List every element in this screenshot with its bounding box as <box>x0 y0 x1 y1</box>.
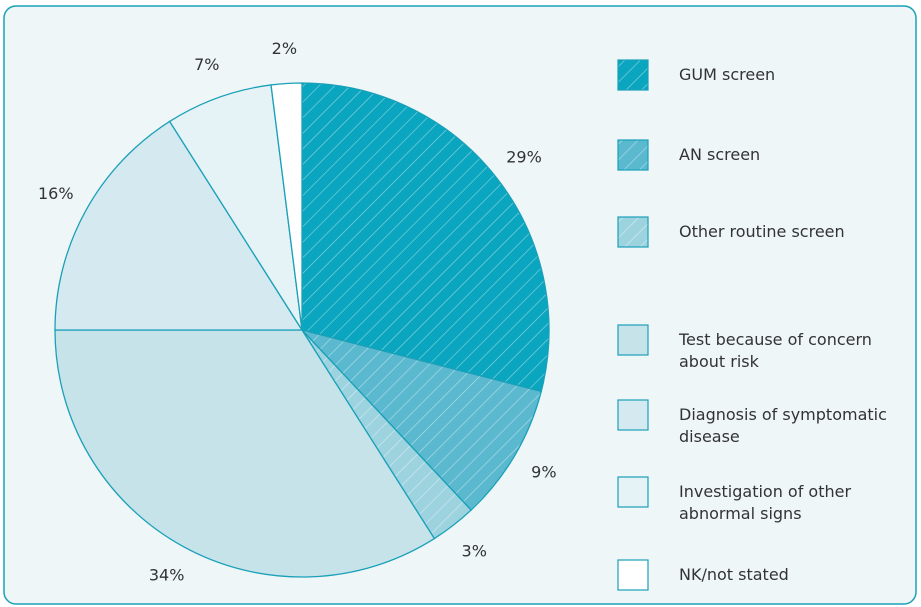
legend-label: Diagnosis of symptomatic disease <box>679 405 887 446</box>
data-label: 7% <box>194 55 219 74</box>
legend-label: AN screen <box>679 145 761 164</box>
data-label: 16% <box>38 184 74 203</box>
legend-swatch <box>617 139 649 171</box>
pie-slice <box>301 82 550 393</box>
legend-label: GUM screen <box>679 65 776 84</box>
data-label: 3% <box>462 542 487 561</box>
pie-slice <box>299 328 543 511</box>
data-label: 2% <box>272 39 297 58</box>
legend-label: Other routine screen <box>679 222 845 241</box>
pie-slice <box>54 120 304 331</box>
legend-swatch <box>617 476 649 508</box>
legend-swatch <box>617 59 649 91</box>
data-label: 9% <box>531 463 556 482</box>
legend-swatch <box>617 216 649 248</box>
pie-slice <box>168 84 303 331</box>
legend-swatch <box>617 399 649 431</box>
legend-swatch <box>617 559 649 591</box>
data-label: 29% <box>506 147 542 166</box>
pie-slice <box>54 329 436 578</box>
legend-label: Investigation of other abnormal signs <box>679 482 852 523</box>
legend-label: NK/not stated <box>679 565 789 584</box>
legend-label: Test because of concern about risk <box>679 330 872 371</box>
legend-swatch <box>617 324 649 356</box>
pie-slice <box>270 82 303 331</box>
data-label: 34% <box>149 566 185 585</box>
